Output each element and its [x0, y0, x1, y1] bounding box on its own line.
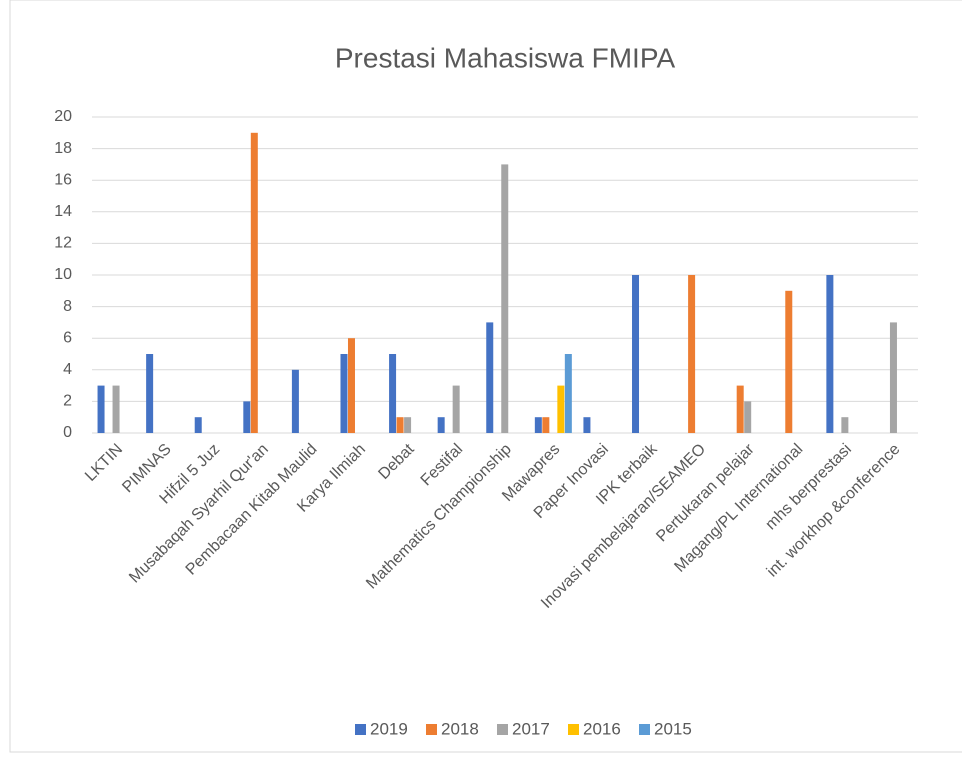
legend-swatch — [639, 724, 650, 735]
chart-title: Prestasi Mahasiswa FMIPA — [335, 42, 676, 73]
legend-swatch — [497, 724, 508, 735]
legend-label: 2017 — [512, 719, 550, 738]
bar — [785, 290, 793, 433]
bar — [291, 369, 299, 433]
bar — [243, 401, 251, 433]
bar — [557, 385, 565, 433]
bar — [841, 417, 849, 433]
legend-label: 2019 — [370, 719, 408, 738]
legend-swatch — [426, 724, 437, 735]
bar — [112, 385, 120, 433]
chart-frame — [9, 0, 962, 753]
bar — [452, 385, 460, 433]
y-tick-label: 12 — [54, 235, 72, 252]
legend-label: 2018 — [441, 719, 479, 738]
legend-label: 2016 — [583, 719, 621, 738]
legend-swatch — [568, 724, 579, 735]
y-tick-label: 18 — [54, 140, 72, 157]
bar — [534, 417, 542, 433]
legend-swatch — [355, 724, 366, 735]
y-tick-label: 10 — [54, 266, 72, 283]
bar — [396, 417, 404, 433]
bar — [632, 275, 640, 433]
bar — [389, 354, 397, 433]
y-tick-label: 14 — [54, 203, 72, 220]
bar — [486, 322, 494, 433]
bar — [404, 417, 412, 433]
bar — [97, 385, 105, 433]
bar — [583, 417, 591, 433]
bar — [889, 322, 897, 433]
bar — [340, 354, 348, 433]
bar — [736, 385, 744, 433]
y-tick-label: 2 — [63, 393, 72, 410]
y-tick-label: 6 — [63, 329, 72, 346]
y-tick-label: 0 — [63, 424, 72, 441]
bar — [688, 275, 696, 433]
y-tick-label: 20 — [54, 108, 72, 125]
bar — [146, 354, 154, 433]
bar — [437, 417, 445, 433]
bar — [826, 275, 834, 433]
bar — [501, 164, 509, 433]
bar — [542, 417, 550, 433]
bar — [250, 132, 258, 434]
bar — [744, 401, 752, 433]
y-tick-label: 16 — [54, 171, 72, 188]
bar — [347, 338, 355, 433]
legend-label: 2015 — [654, 719, 692, 738]
bar — [194, 417, 202, 433]
y-tick-label: 4 — [63, 361, 72, 378]
bar — [564, 354, 572, 433]
y-tick-label: 8 — [63, 298, 72, 315]
